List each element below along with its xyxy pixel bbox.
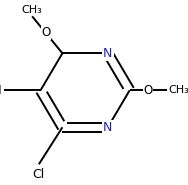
- Text: Cl: Cl: [33, 168, 45, 181]
- Text: I: I: [0, 84, 2, 97]
- Text: CH₃: CH₃: [168, 85, 188, 95]
- Text: O: O: [41, 26, 50, 39]
- Text: O: O: [144, 84, 153, 97]
- Text: N: N: [103, 47, 112, 60]
- Text: CH₃: CH₃: [22, 5, 42, 15]
- Text: N: N: [103, 121, 112, 134]
